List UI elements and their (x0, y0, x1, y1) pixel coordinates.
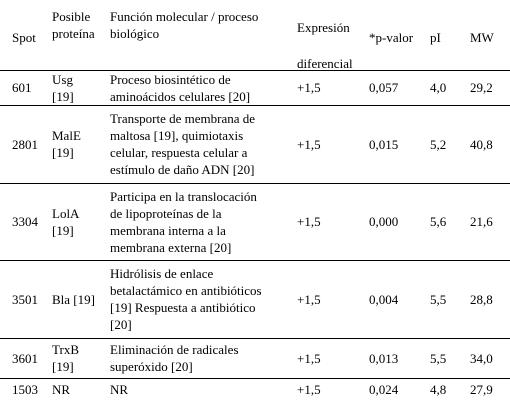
cell-expression: +1,5 (297, 382, 321, 397)
cell-mw: 29,2 (470, 80, 493, 95)
cell-pvalue: 0,000 (369, 214, 399, 229)
cell-spot: 3601 (12, 350, 38, 366)
cell-pvalue: 0,015 (369, 136, 399, 152)
header-function: Función molecular / proceso biológico (110, 9, 259, 41)
header-mw: MW (470, 30, 494, 45)
cell-protein: Usg [19] (52, 71, 74, 104)
cell-pi: 4,8 (430, 382, 447, 397)
table-row: 601 Usg [19] Proceso biosintético de ami… (0, 70, 510, 106)
cell-protein: TrxB [19] (52, 342, 79, 374)
header-pvalue: *p-valor (369, 30, 414, 45)
cell-spot: 3501 (12, 291, 38, 307)
cell-spot: 601 (12, 80, 32, 95)
table-row: 3501 Bla [19] Hidrólisis de enlace betal… (0, 260, 510, 339)
cell-expression: +1,5 (297, 80, 321, 95)
cell-function: Participa en la translocación de lipopro… (110, 188, 257, 255)
header-pi: pI (430, 30, 441, 45)
cell-pi: 5,6 (430, 214, 447, 229)
cell-pvalue: 0,057 (369, 80, 399, 95)
cell-spot: 1503 (12, 382, 38, 397)
cell-function: Proceso biosintético de aminoácidos celu… (110, 71, 251, 104)
cell-pi: 5,5 (430, 291, 447, 307)
cell-pvalue: 0,024 (369, 382, 399, 397)
table-row: 2801 MalE [19] Transporte de membrana de… (0, 105, 510, 184)
cell-function: Transporte de membrana de maltosa [19], … (110, 111, 256, 177)
cell-mw: 21,6 (470, 214, 493, 229)
header-protein: Posible proteína (52, 9, 95, 41)
cell-pvalue: 0,013 (369, 350, 399, 366)
cell-pvalue: 0,004 (369, 291, 399, 307)
cell-function: Eliminación de radicales superóxido [20] (110, 342, 239, 374)
cell-mw: 40,8 (470, 136, 493, 152)
cell-expression: +1,5 (297, 214, 321, 229)
cell-protein: NR (52, 382, 71, 397)
cell-function: Hidrólisis de enlace betalactámico en an… (110, 266, 262, 332)
cell-pi: 4,0 (430, 80, 447, 95)
cell-spot: 3304 (12, 214, 38, 229)
cell-expression: +1,5 (297, 136, 321, 152)
header-spot: Spot (12, 30, 36, 45)
cell-expression: +1,5 (297, 350, 321, 366)
cell-pi: 5,2 (430, 136, 447, 152)
cell-spot: 2801 (12, 136, 38, 152)
cell-mw: 27,9 (470, 382, 493, 397)
header-expression: Expresión diferencial (297, 20, 353, 71)
cell-protein: LolA [19] (52, 205, 80, 238)
cell-expression: +1,5 (297, 291, 321, 307)
cell-protein: MalE [19] (52, 128, 81, 160)
cell-function: NR (110, 382, 129, 397)
table-header-row: Spot Posible proteína Función molecular … (0, 0, 510, 71)
cell-mw: 34,0 (470, 350, 493, 366)
cell-pi: 5,5 (430, 350, 447, 366)
table-row: 3601 TrxB [19] Eliminación de radicales … (0, 338, 510, 379)
table-row: 3304 LolA [19] Participa en la transloca… (0, 183, 510, 261)
cell-mw: 28,8 (470, 291, 493, 307)
table-row: 1503 NR NR +1,5 0,024 4,8 27,9 (0, 378, 510, 406)
cell-protein: Bla [19] (52, 291, 95, 307)
